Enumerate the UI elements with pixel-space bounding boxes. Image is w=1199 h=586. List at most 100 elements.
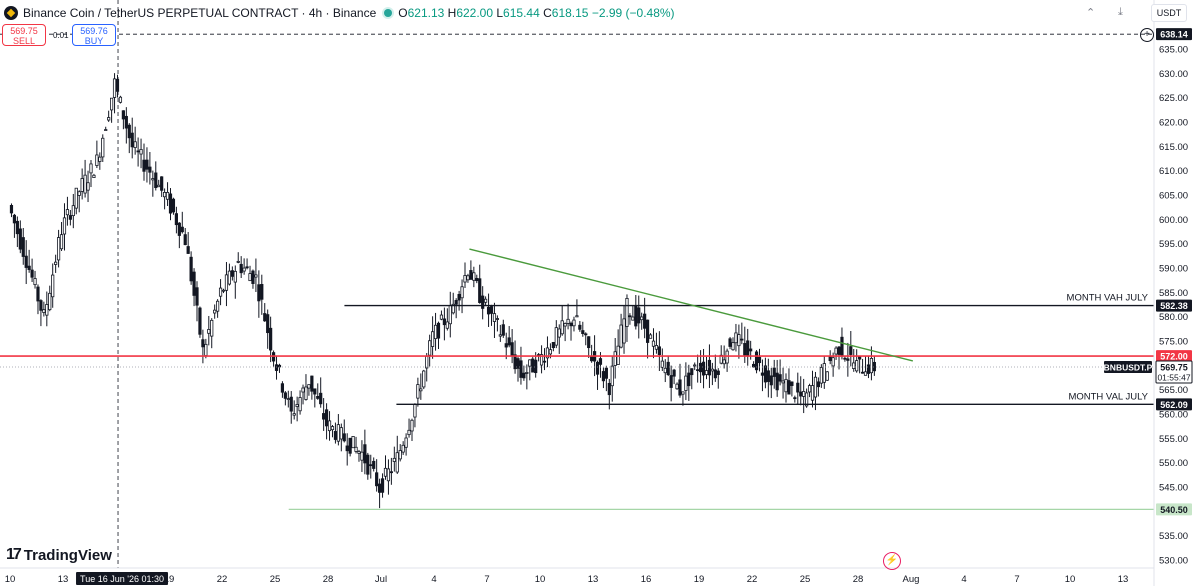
candle-body — [622, 318, 626, 344]
candle-body — [693, 364, 697, 367]
candle-body — [45, 304, 49, 316]
candle-body — [51, 274, 55, 298]
candle-body — [198, 307, 202, 335]
candle-body — [831, 357, 835, 367]
candle-body — [257, 284, 261, 302]
candle-body — [525, 372, 529, 374]
collapse-chevron-icon[interactable]: ⌃ — [1086, 7, 1096, 19]
candle-body — [475, 277, 479, 282]
x-tick-label: 25 — [270, 574, 281, 585]
candle-body — [404, 437, 408, 448]
candle-body — [545, 347, 550, 359]
candle-body — [239, 263, 243, 274]
candle-body — [513, 354, 517, 370]
candle-body — [484, 298, 488, 303]
candle-body — [672, 369, 676, 377]
candle-body — [263, 313, 267, 322]
candle-body — [189, 256, 193, 282]
trendline — [469, 248, 914, 362]
candle-body — [784, 378, 788, 393]
candle-body — [428, 340, 432, 356]
lock-icon[interactable]: ⤓ — [1118, 6, 1123, 18]
candle-body — [183, 234, 187, 246]
x-tick-label: 4 — [431, 574, 436, 585]
x-tick-label: 16 — [641, 574, 652, 585]
candle-body — [772, 367, 776, 377]
candle-body — [643, 313, 647, 329]
candle-body — [369, 464, 373, 467]
spread-value: 0.01 — [53, 31, 69, 40]
candle-body — [307, 384, 311, 389]
candle-body — [810, 385, 815, 401]
candle-body — [433, 324, 438, 340]
candle-body — [298, 397, 302, 412]
x-tick-label: 22 — [217, 574, 228, 585]
y-tick-label: 590.00 — [1159, 263, 1188, 274]
x-tick-label: 28 — [323, 574, 334, 585]
candle-body — [752, 363, 756, 368]
candle-body — [269, 327, 273, 351]
change-value: −2.99 (−0.48%) — [591, 6, 675, 20]
candle-body — [233, 270, 237, 283]
candle-body — [534, 359, 538, 374]
candle-body — [392, 457, 396, 462]
candle-body — [98, 156, 102, 162]
candle-body — [77, 191, 81, 196]
candle-body — [749, 348, 753, 352]
candle-body — [322, 413, 326, 420]
candle-body — [171, 198, 176, 213]
candle-body — [728, 338, 732, 347]
symbol-title[interactable]: Binance Coin / TetherUS PERPETUAL CONTRA… — [23, 6, 377, 20]
candle-body — [357, 451, 361, 454]
candle-body — [657, 346, 661, 356]
buy-button[interactable]: 569.76 BUY — [72, 24, 116, 46]
candle-body — [805, 392, 809, 407]
candle-body — [539, 354, 544, 366]
candle-body — [413, 404, 417, 418]
sell-button[interactable]: 569.75 SELL — [2, 24, 46, 46]
candle-body — [451, 303, 455, 314]
candle-body — [542, 360, 547, 363]
candle-body — [678, 379, 682, 396]
candle-body — [557, 328, 561, 338]
candle-body — [154, 172, 158, 189]
candle-body — [481, 295, 485, 309]
candle-body — [731, 342, 735, 351]
x-tick-label: 19 — [694, 574, 705, 585]
lightning-icon[interactable]: ⚡ — [883, 552, 901, 570]
candle-body — [669, 375, 673, 388]
candle-body — [587, 336, 591, 349]
candle-body — [704, 370, 709, 375]
candle-body — [846, 358, 850, 361]
candle-body — [486, 306, 491, 315]
y-tick-label: 635.00 — [1159, 44, 1188, 55]
candle-body — [522, 372, 526, 379]
candle-body — [80, 178, 84, 192]
candle-body — [837, 346, 841, 355]
candle-body — [625, 297, 629, 327]
add-alert-icon[interactable]: + — [1140, 28, 1154, 42]
candle-body — [607, 382, 611, 396]
candle-body — [763, 365, 767, 383]
level-price-label: 572.00 — [1160, 352, 1188, 362]
candle-body — [204, 343, 208, 356]
candle-body — [436, 322, 441, 339]
candle-body — [354, 446, 358, 452]
candle-body — [822, 363, 826, 383]
candle-body — [372, 460, 376, 469]
candle-body — [640, 316, 644, 321]
candle-body — [501, 324, 505, 336]
candle-body — [869, 357, 874, 374]
candle-body — [342, 433, 346, 442]
currency-selector[interactable]: USDT — [1151, 4, 1187, 22]
candle-body — [716, 370, 720, 375]
candle-body — [333, 431, 338, 440]
candle-body — [345, 445, 349, 452]
y-tick-label: 530.00 — [1159, 556, 1188, 567]
candle-body — [110, 97, 114, 111]
candle-body — [377, 483, 382, 493]
last-price-tag — [1155, 360, 1193, 384]
y-tick-label: 555.00 — [1159, 434, 1188, 445]
candle-body — [866, 364, 871, 374]
